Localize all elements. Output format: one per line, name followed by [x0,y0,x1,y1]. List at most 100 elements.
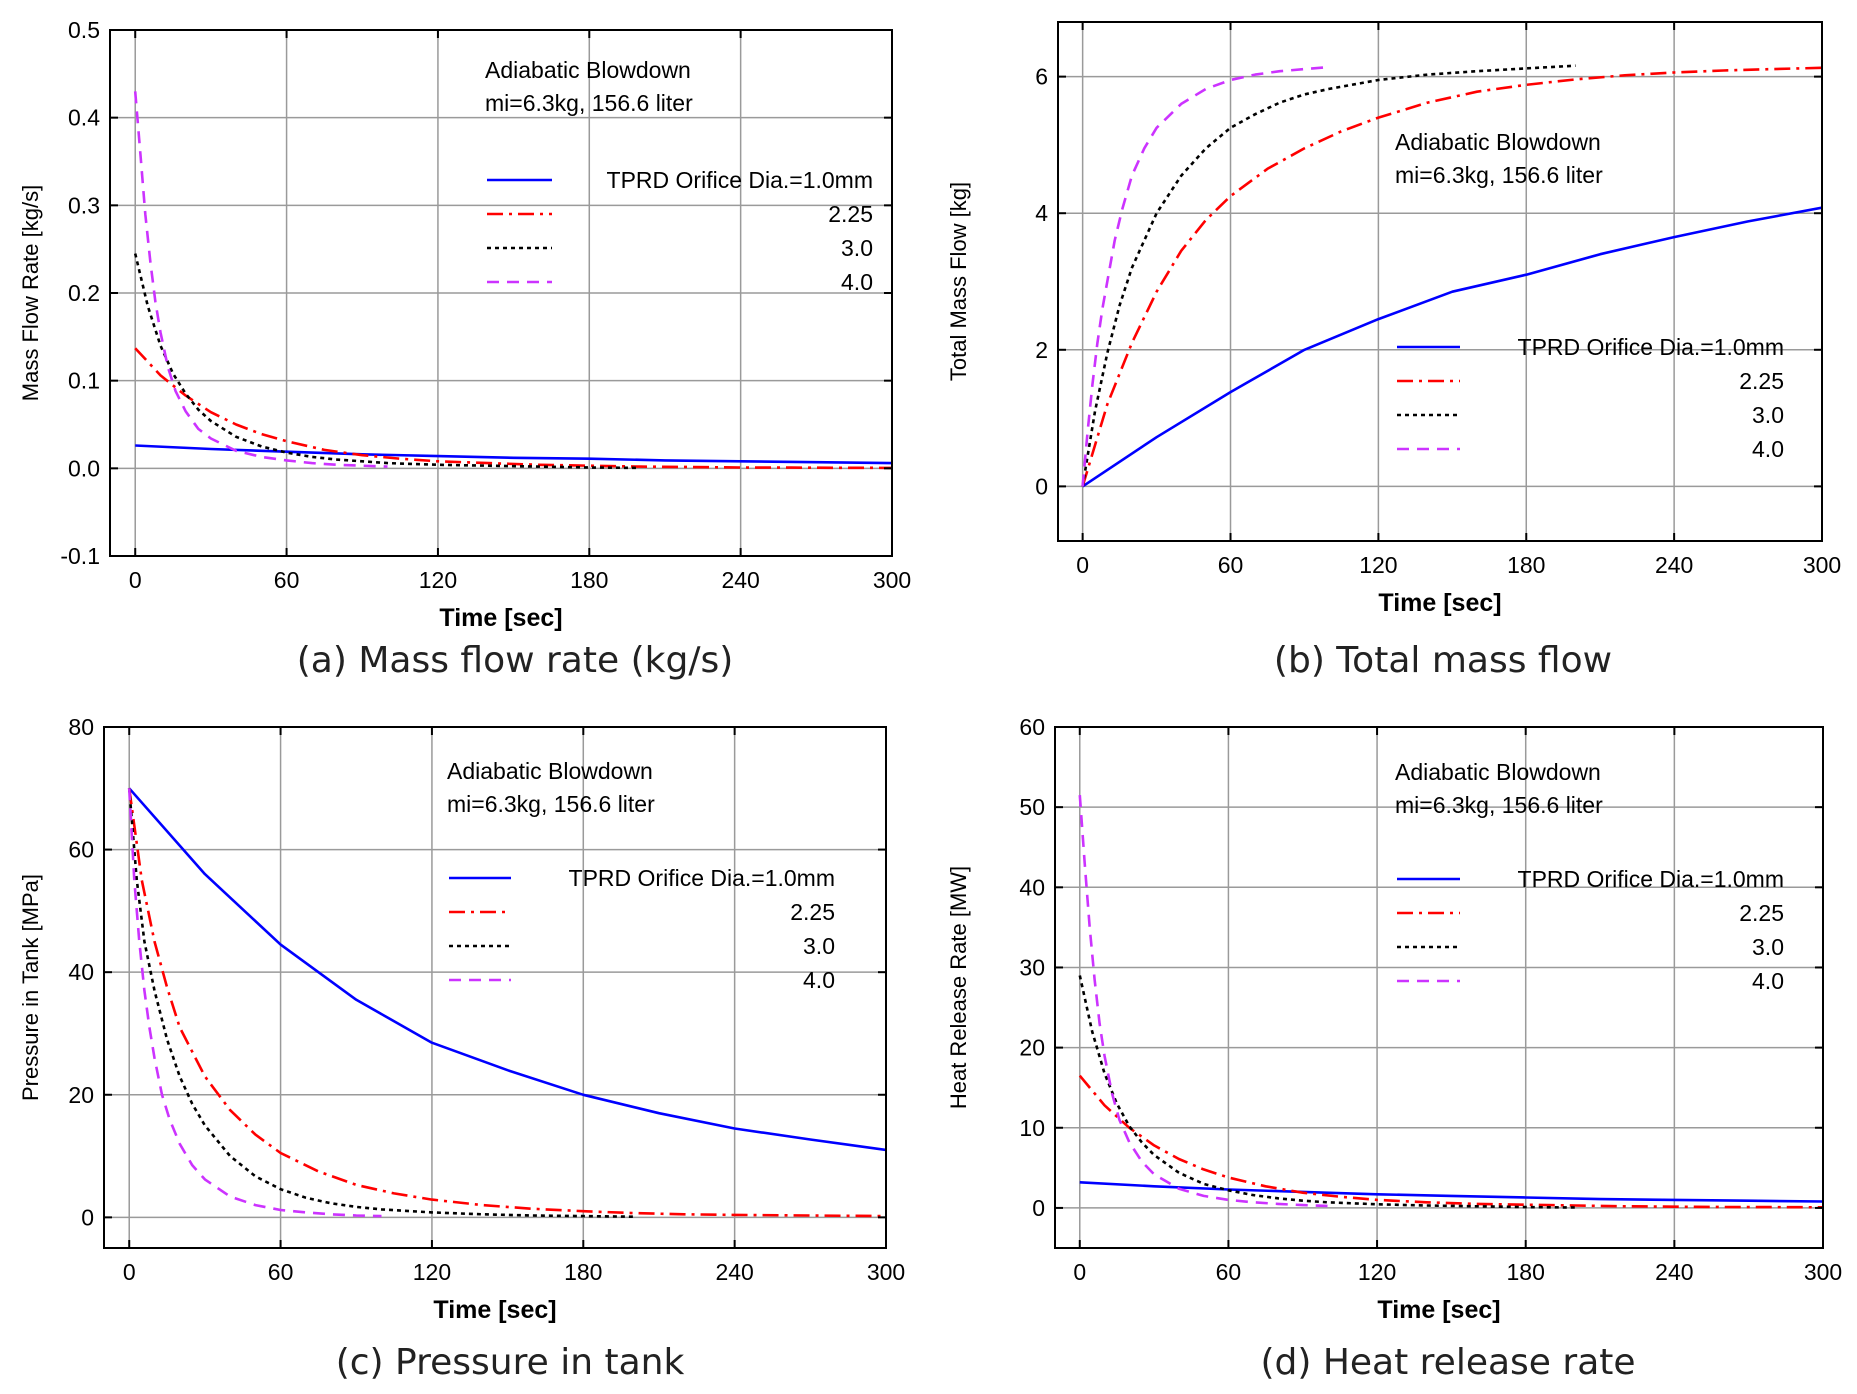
legend-label: 4.0 [841,269,873,295]
annotation-text: mi=6.3kg, 156.6 liter [1395,162,1603,188]
series-group [127,787,886,1218]
legend-label: 2.25 [790,899,835,925]
series-1-0mm [1081,206,1822,488]
x-tick-label: 0 [129,567,142,593]
legend-label: 3.0 [1752,402,1784,428]
series-4-0 [1081,65,1330,487]
x-tick-label: 0 [123,1259,136,1285]
x-tick-label: 120 [419,567,457,593]
legend-label: TPRD Orifice Dia.=1.0mm [569,865,835,891]
legend-label: 2.25 [1739,368,1784,394]
series-2-25 [127,788,886,1218]
series-4-0 [1078,795,1328,1208]
x-axis-label: Time [sec] [1377,1296,1500,1324]
y-tick-label: 0 [1032,1195,1045,1221]
x-tick-label: 60 [268,1259,294,1285]
series-3-0 [1081,64,1576,487]
x-tick-label: 240 [1655,1259,1693,1285]
caption-b: (b) Total mass flow [1273,640,1613,681]
x-tick-label: 120 [1359,552,1397,578]
chart-panel-d: Adiabatic Blowdown mi=6.3kg, 156.6 liter T… [928,697,1856,1337]
series-group [133,91,892,470]
x-tick-label: 0 [1076,552,1089,578]
x-tick-label: 240 [1655,552,1693,578]
legend: TPRD Orifice Dia.=1.0mm 2.25 3.0 4.0 [1397,866,1784,994]
annotation-text: Adiabatic Blowdown [1395,129,1601,155]
legend-label: 4.0 [1752,968,1784,994]
series-1-0mm [135,444,892,465]
y-tick-label: 40 [68,959,94,985]
x-tick-label: 120 [413,1259,451,1285]
plot-frame [1057,21,1823,542]
x-tick-label: 300 [1804,1259,1842,1285]
legend-label: 3.0 [803,933,835,959]
annotation-text: Adiabatic Blowdown [1395,759,1601,785]
y-tick-label: 80 [68,714,94,740]
series-1-0mm [128,787,886,1152]
series-4-0 [133,91,388,468]
x-axis-label: Time [sec] [433,1296,556,1324]
chart-panel-b: Adiabatic Blowdown mi=6.3kg, 156.6 liter T… [928,0,1856,640]
y-tick-label: 0.1 [68,368,100,394]
x-tick-label: 60 [274,567,300,593]
x-axis-label: Time [sec] [1378,589,1501,617]
series-2-25 [1081,66,1822,487]
legend-label: 2.25 [1739,900,1784,926]
y-tick-label: 20 [1019,1035,1045,1061]
x-tick-label: 300 [1803,552,1841,578]
legend-label: TPRD Orifice Dia.=1.0mm [607,167,873,193]
x-tick-label: 60 [1216,1259,1242,1285]
legend: TPRD Orifice Dia.=1.0mm 2.25 3.0 4.0 [487,167,873,295]
legend-label: 4.0 [1752,436,1784,462]
y-axis-label: Total Mass Flow [kg] [946,182,971,381]
x-tick-label: 180 [1507,1259,1545,1285]
y-tick-label: 4 [1035,200,1048,226]
x-tick-label: 240 [721,567,759,593]
y-tick-label: 0 [81,1204,94,1230]
x-tick-label: 180 [564,1259,602,1285]
annotation-text: Adiabatic Blowdown [485,57,691,83]
y-tick-label: 0.4 [68,105,100,131]
chart-panel-a: Adiabatic Blowdown mi=6.3kg, 156.6 liter T… [0,0,928,640]
series-group [1078,795,1823,1209]
chart-panel-c: Adiabatic Blowdown mi=6.3kg, 156.6 liter T… [0,697,928,1337]
y-tick-label: 30 [1019,954,1045,980]
y-tick-label: -0.1 [60,543,100,569]
x-tick-label: 60 [1218,552,1244,578]
series-group [1081,64,1822,488]
x-tick-label: 120 [1358,1259,1396,1285]
y-tick-label: 60 [1019,714,1045,740]
y-tick-label: 0 [1035,473,1048,499]
mass-flow-rate-chart: Adiabatic Blowdown mi=6.3kg, 156.6 liter T… [18,17,911,632]
series-3-0 [1078,975,1576,1209]
caption-a: (a) Mass flow rate (kg/s) [296,640,734,681]
plot-frame [1054,726,1824,1249]
legend-label: 3.0 [841,235,873,261]
series-2-25 [1078,1074,1823,1209]
x-tick-label: 180 [1507,552,1545,578]
x-tick-label: 240 [715,1259,753,1285]
y-tick-label: 0.5 [68,17,100,43]
annotation-text: mi=6.3kg, 156.6 liter [447,791,655,817]
caption-c: (c) Pressure in tank [335,1342,685,1383]
annotation-text: mi=6.3kg, 156.6 liter [485,90,693,116]
legend-label: 3.0 [1752,934,1784,960]
y-tick-label: 20 [68,1082,94,1108]
series-3-0 [127,788,634,1218]
series-4-0 [127,788,382,1218]
legend: TPRD Orifice Dia.=1.0mm 2.25 3.0 4.0 [449,865,835,993]
x-tick-label: 300 [867,1259,905,1285]
y-tick-label: 0.0 [68,455,100,481]
total-mass-flow-chart: Adiabatic Blowdown mi=6.3kg, 156.6 liter T… [946,21,1841,617]
legend: TPRD Orifice Dia.=1.0mm 2.25 3.0 4.0 [1397,334,1784,462]
annotation-text: Adiabatic Blowdown [447,758,653,784]
series-1-0mm [1079,1181,1823,1203]
y-axis-label: Pressure in Tank [MPa] [18,874,43,1101]
x-tick-label: 300 [873,567,911,593]
y-tick-label: 50 [1019,794,1045,820]
pressure-in-tank-chart: Adiabatic Blowdown mi=6.3kg, 156.6 liter T… [18,714,905,1324]
plot-frame [103,726,887,1249]
legend-label: TPRD Orifice Dia.=1.0mm [1518,334,1784,360]
x-axis-label: Time [sec] [439,604,562,632]
y-tick-label: 60 [68,837,94,863]
